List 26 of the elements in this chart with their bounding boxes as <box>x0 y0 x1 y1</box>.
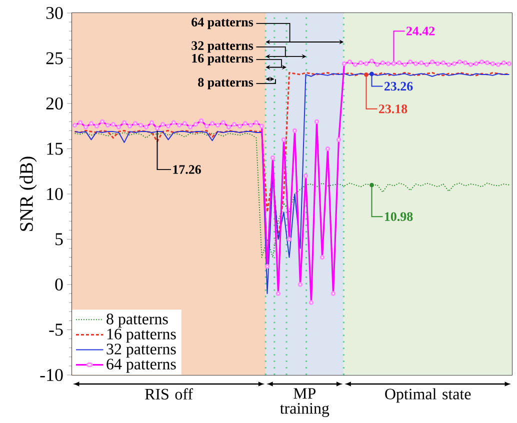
y-axis-title: SNR (dB) <box>20 156 37 231</box>
annotation: 32 patterns <box>192 41 254 53</box>
y-tick-label: 10 <box>47 188 63 200</box>
annotation: 23.26 <box>384 82 413 91</box>
annotation: 16 patterns <box>192 54 254 66</box>
legend-label: 16 patterns <box>107 328 176 343</box>
annotation: 10.98 <box>384 212 413 222</box>
legend-label: 8 patterns <box>106 314 168 328</box>
text: RIS off <box>145 388 194 400</box>
y-tick-label: 0 <box>55 278 63 291</box>
y-tick-label: 30 <box>46 6 63 20</box>
legend-label: 64 patterns <box>106 358 176 373</box>
text: Optimal state <box>385 388 471 403</box>
y-tick-label: 25 <box>46 52 63 64</box>
y-tick-label: 15 <box>47 142 63 155</box>
annotation: 24.42 <box>406 26 435 36</box>
text: MP training <box>280 388 330 418</box>
y-tick-label: 5 <box>56 233 63 246</box>
y-tick-label: -10 <box>40 368 63 382</box>
y-tick-label: -5 <box>49 324 63 336</box>
annotation: 23.18 <box>378 104 408 114</box>
legend-label: 32 patterns <box>106 344 176 358</box>
annotation: 17.26 <box>173 165 201 174</box>
annotation: 64 patterns <box>192 18 254 30</box>
y-tick-label: 20 <box>46 97 63 110</box>
annotation: 8 patterns <box>198 78 254 90</box>
